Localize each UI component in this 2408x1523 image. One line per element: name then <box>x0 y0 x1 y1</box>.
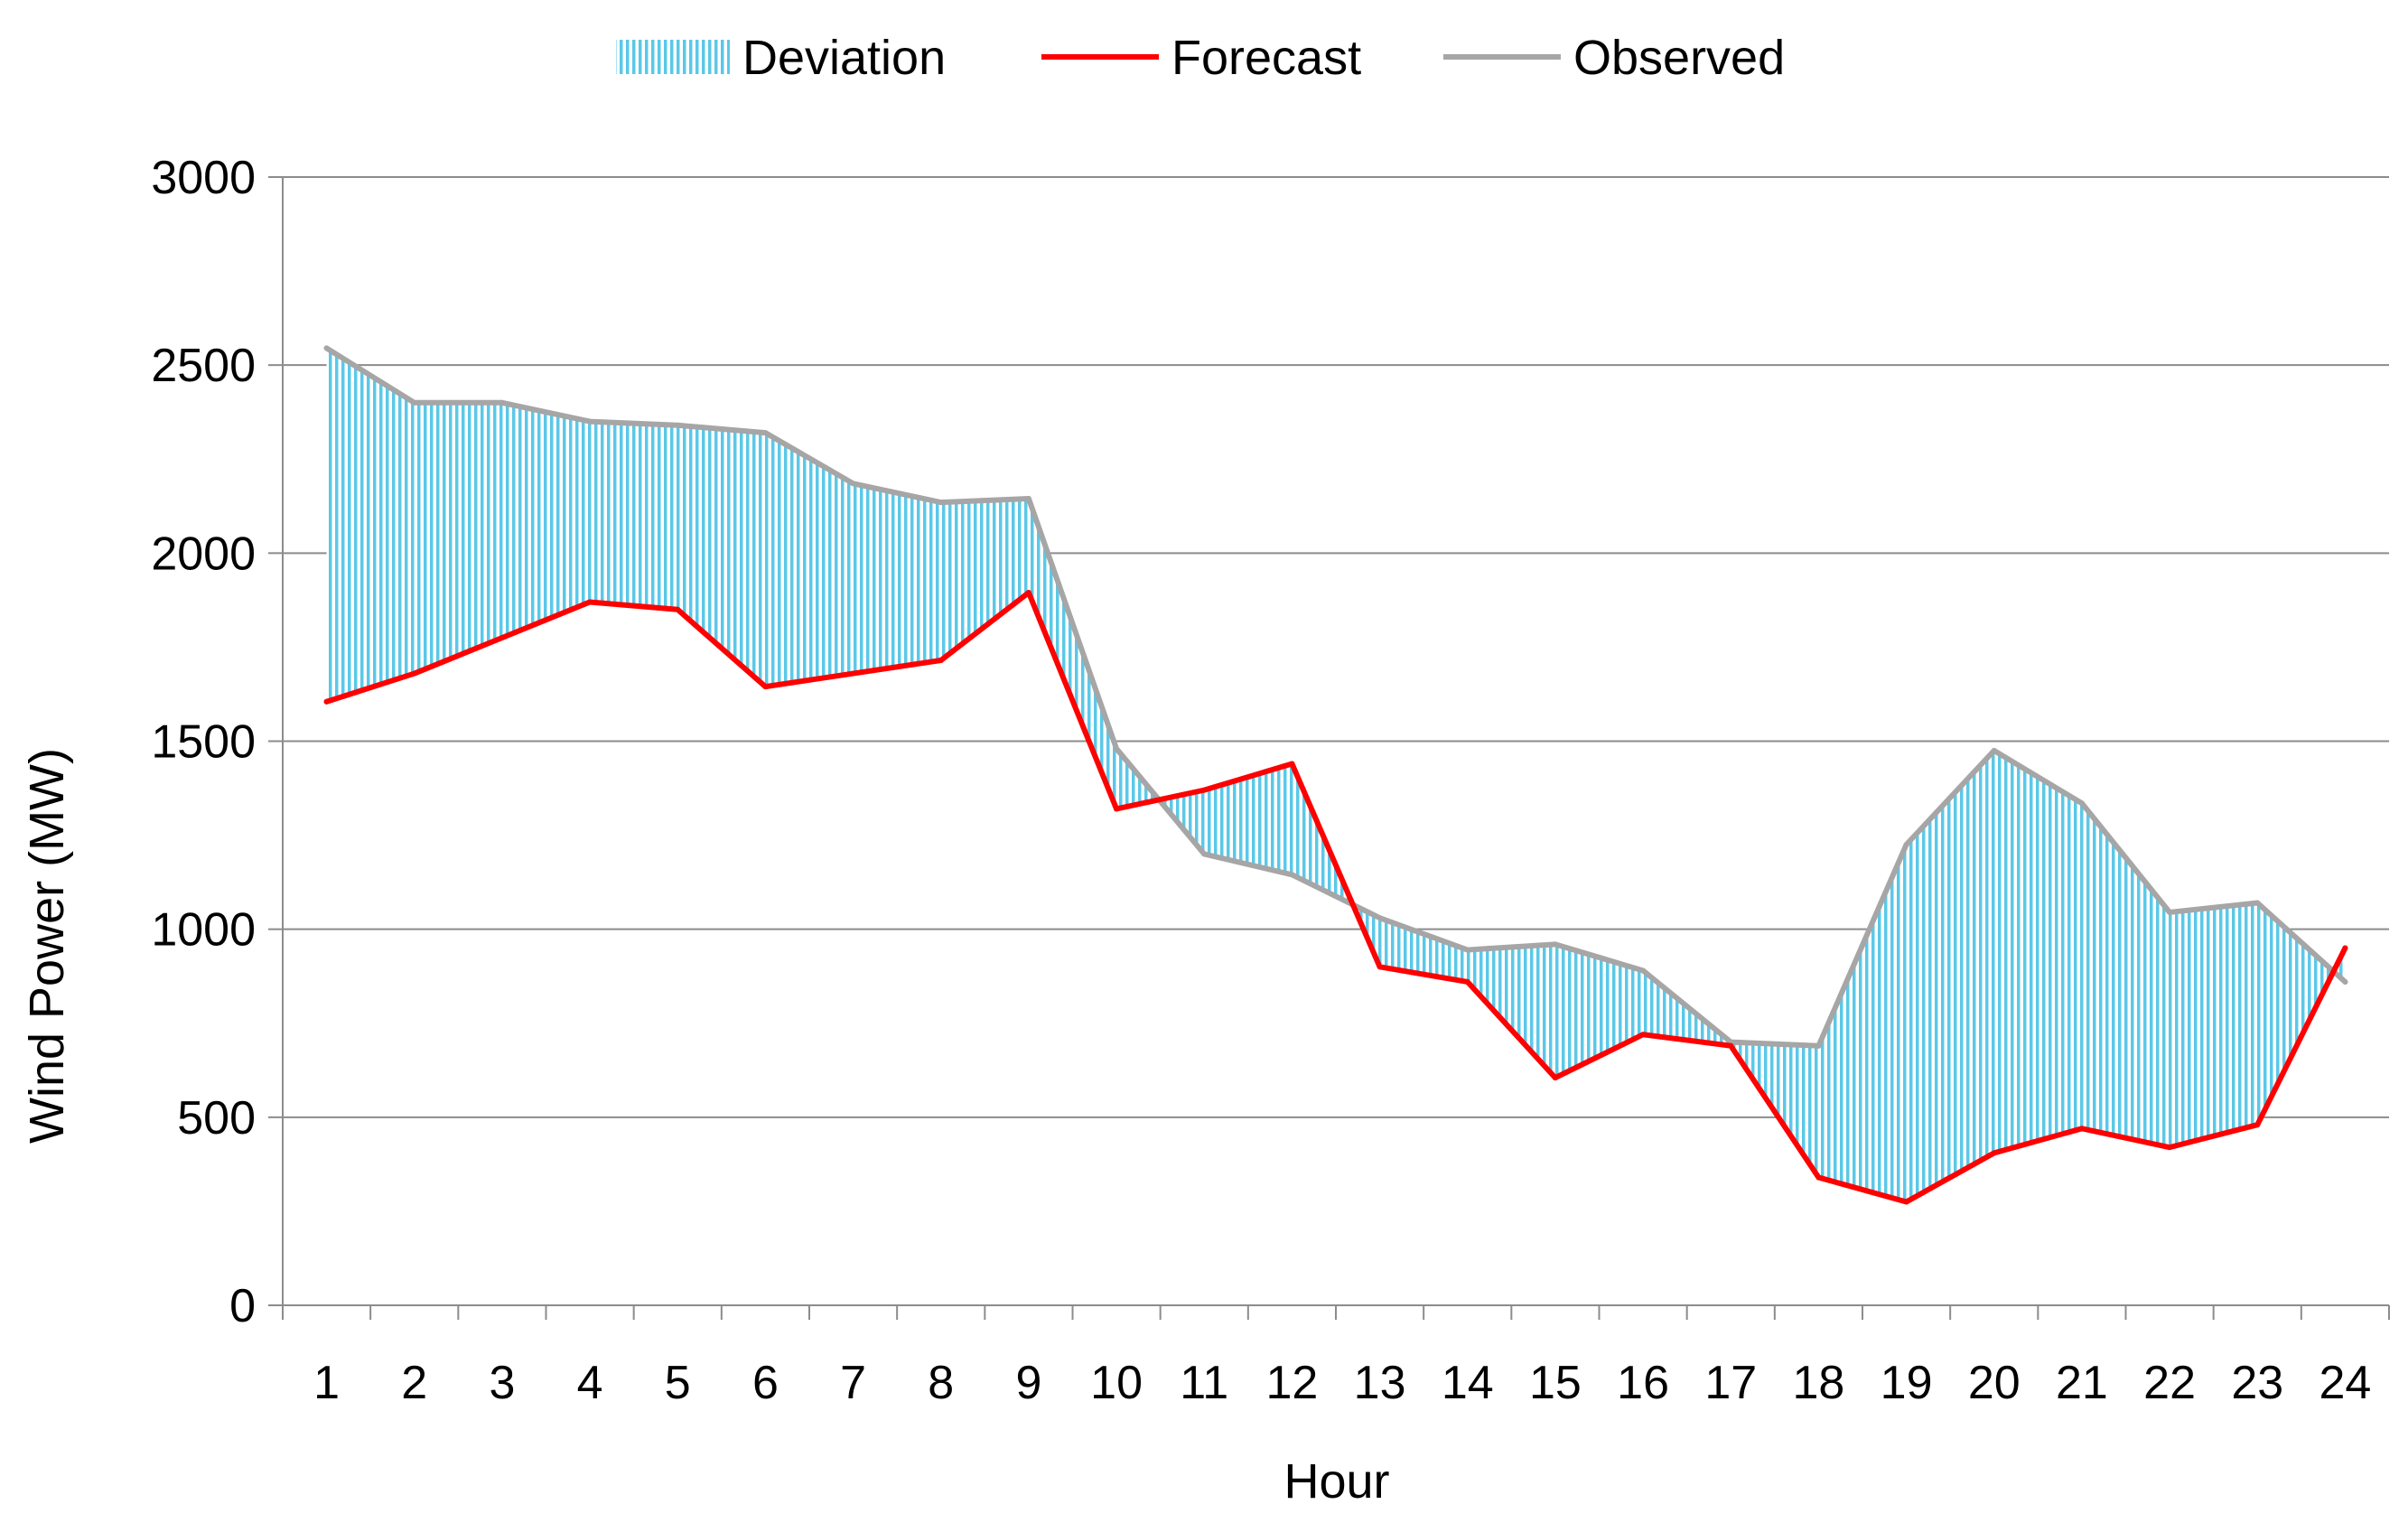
forecast-point <box>411 670 417 677</box>
observed-point <box>2342 978 2348 985</box>
x-tick-label: 8 <box>928 1357 954 1409</box>
observed-point <box>411 399 417 406</box>
series-lines <box>323 345 2348 1205</box>
y-tick-label: 2000 <box>151 528 256 580</box>
y-tick-label: 1500 <box>151 716 256 769</box>
observed-point <box>323 345 330 351</box>
observed-point <box>2254 900 2261 906</box>
x-tick-label: 18 <box>1792 1357 1844 1409</box>
x-tick-label: 14 <box>1442 1357 1494 1409</box>
forecast-point <box>2167 1145 2173 1151</box>
x-axis-title: Hour <box>1283 1454 1389 1509</box>
x-tick-label: 1 <box>313 1357 340 1409</box>
x-tick-label: 21 <box>2056 1357 2108 1409</box>
forecast-point <box>1815 1174 1822 1181</box>
x-tick-label: 6 <box>752 1357 779 1409</box>
forecast-point <box>1728 1042 1734 1049</box>
y-tick-label: 3000 <box>151 152 256 204</box>
x-tick-label: 16 <box>1617 1357 1669 1409</box>
forecast-point <box>1640 1032 1647 1038</box>
forecast-point <box>1903 1199 1909 1205</box>
x-tick-label: 20 <box>1968 1357 2021 1409</box>
deviation-area <box>326 348 2346 1202</box>
observed-point <box>1815 1042 1822 1049</box>
legend-observed-label: Observed <box>1573 31 1785 85</box>
forecast-point <box>2078 1126 2085 1132</box>
legend-deviation-label: Deviation <box>742 31 946 85</box>
forecast-point <box>587 599 593 605</box>
x-tick-label: 10 <box>1090 1357 1143 1409</box>
observed-point <box>762 430 769 436</box>
axes <box>268 176 2390 1320</box>
forecast-point <box>1377 964 1383 970</box>
forecast-point <box>1552 1075 1558 1081</box>
observed-point <box>1464 947 1470 953</box>
forecast-point <box>2254 1122 2261 1128</box>
forecast-point <box>1201 787 1208 793</box>
forecast-point <box>850 670 856 677</box>
x-tick-label: 13 <box>1354 1357 1406 1409</box>
forecast-point <box>1991 1150 1997 1156</box>
forecast-point <box>323 698 330 705</box>
y-axis-title: Wind Power (MW) <box>20 748 74 1144</box>
forecast-line <box>323 590 2348 1205</box>
observed-point <box>850 481 856 487</box>
observed-line <box>323 345 2348 1049</box>
forecast-point <box>762 684 769 690</box>
y-tick-label: 500 <box>177 1092 256 1145</box>
x-tick-label: 7 <box>840 1357 866 1409</box>
forecast-point <box>938 657 944 663</box>
observed-point <box>1377 915 1383 921</box>
legend: Deviation Forecast Observed <box>616 31 1785 85</box>
observed-point <box>1552 941 1558 948</box>
y-tick-label: 0 <box>229 1280 256 1332</box>
forecast-point <box>1464 978 1470 985</box>
deviation-band <box>326 348 2346 1202</box>
observed-point <box>938 500 944 506</box>
legend-deviation-swatch <box>616 40 730 74</box>
x-tick-label: 4 <box>577 1357 603 1409</box>
forecast-point <box>1289 761 1295 767</box>
forecast-point <box>499 635 505 641</box>
x-tick-label: 22 <box>2143 1357 2196 1409</box>
x-tick-label: 15 <box>1529 1357 1582 1409</box>
forecast-point <box>1114 806 1120 812</box>
x-tick-label: 19 <box>1881 1357 1933 1409</box>
legend-forecast-label: Forecast <box>1171 31 1361 85</box>
observed-point <box>2078 800 2085 807</box>
x-tick-label: 9 <box>1015 1357 1041 1409</box>
forecast-point <box>2342 945 2348 951</box>
y-tick-label: 1000 <box>151 904 256 957</box>
observed-point <box>587 418 593 425</box>
observed-point <box>1025 495 1031 501</box>
x-tick-label: 3 <box>489 1357 515 1409</box>
x-tick-label: 23 <box>2231 1357 2283 1409</box>
observed-point <box>499 399 505 406</box>
y-tick-label: 2500 <box>151 340 256 392</box>
observed-point <box>1991 747 1997 753</box>
observed-point <box>1114 745 1120 752</box>
observed-point <box>1289 872 1295 878</box>
x-tick-label: 5 <box>665 1357 691 1409</box>
observed-point <box>2167 909 2173 915</box>
observed-point <box>1640 967 1647 974</box>
x-tick-label: 24 <box>2319 1357 2371 1409</box>
x-tick-label: 2 <box>401 1357 427 1409</box>
x-tick-label: 11 <box>1180 1357 1228 1409</box>
observed-point <box>1903 841 1909 847</box>
forecast-point <box>1025 590 1031 596</box>
forecast-point <box>675 606 681 612</box>
x-tick-label: 12 <box>1265 1357 1318 1409</box>
observed-point <box>675 422 681 428</box>
observed-point <box>1201 851 1208 857</box>
x-tick-label: 17 <box>1704 1357 1757 1409</box>
